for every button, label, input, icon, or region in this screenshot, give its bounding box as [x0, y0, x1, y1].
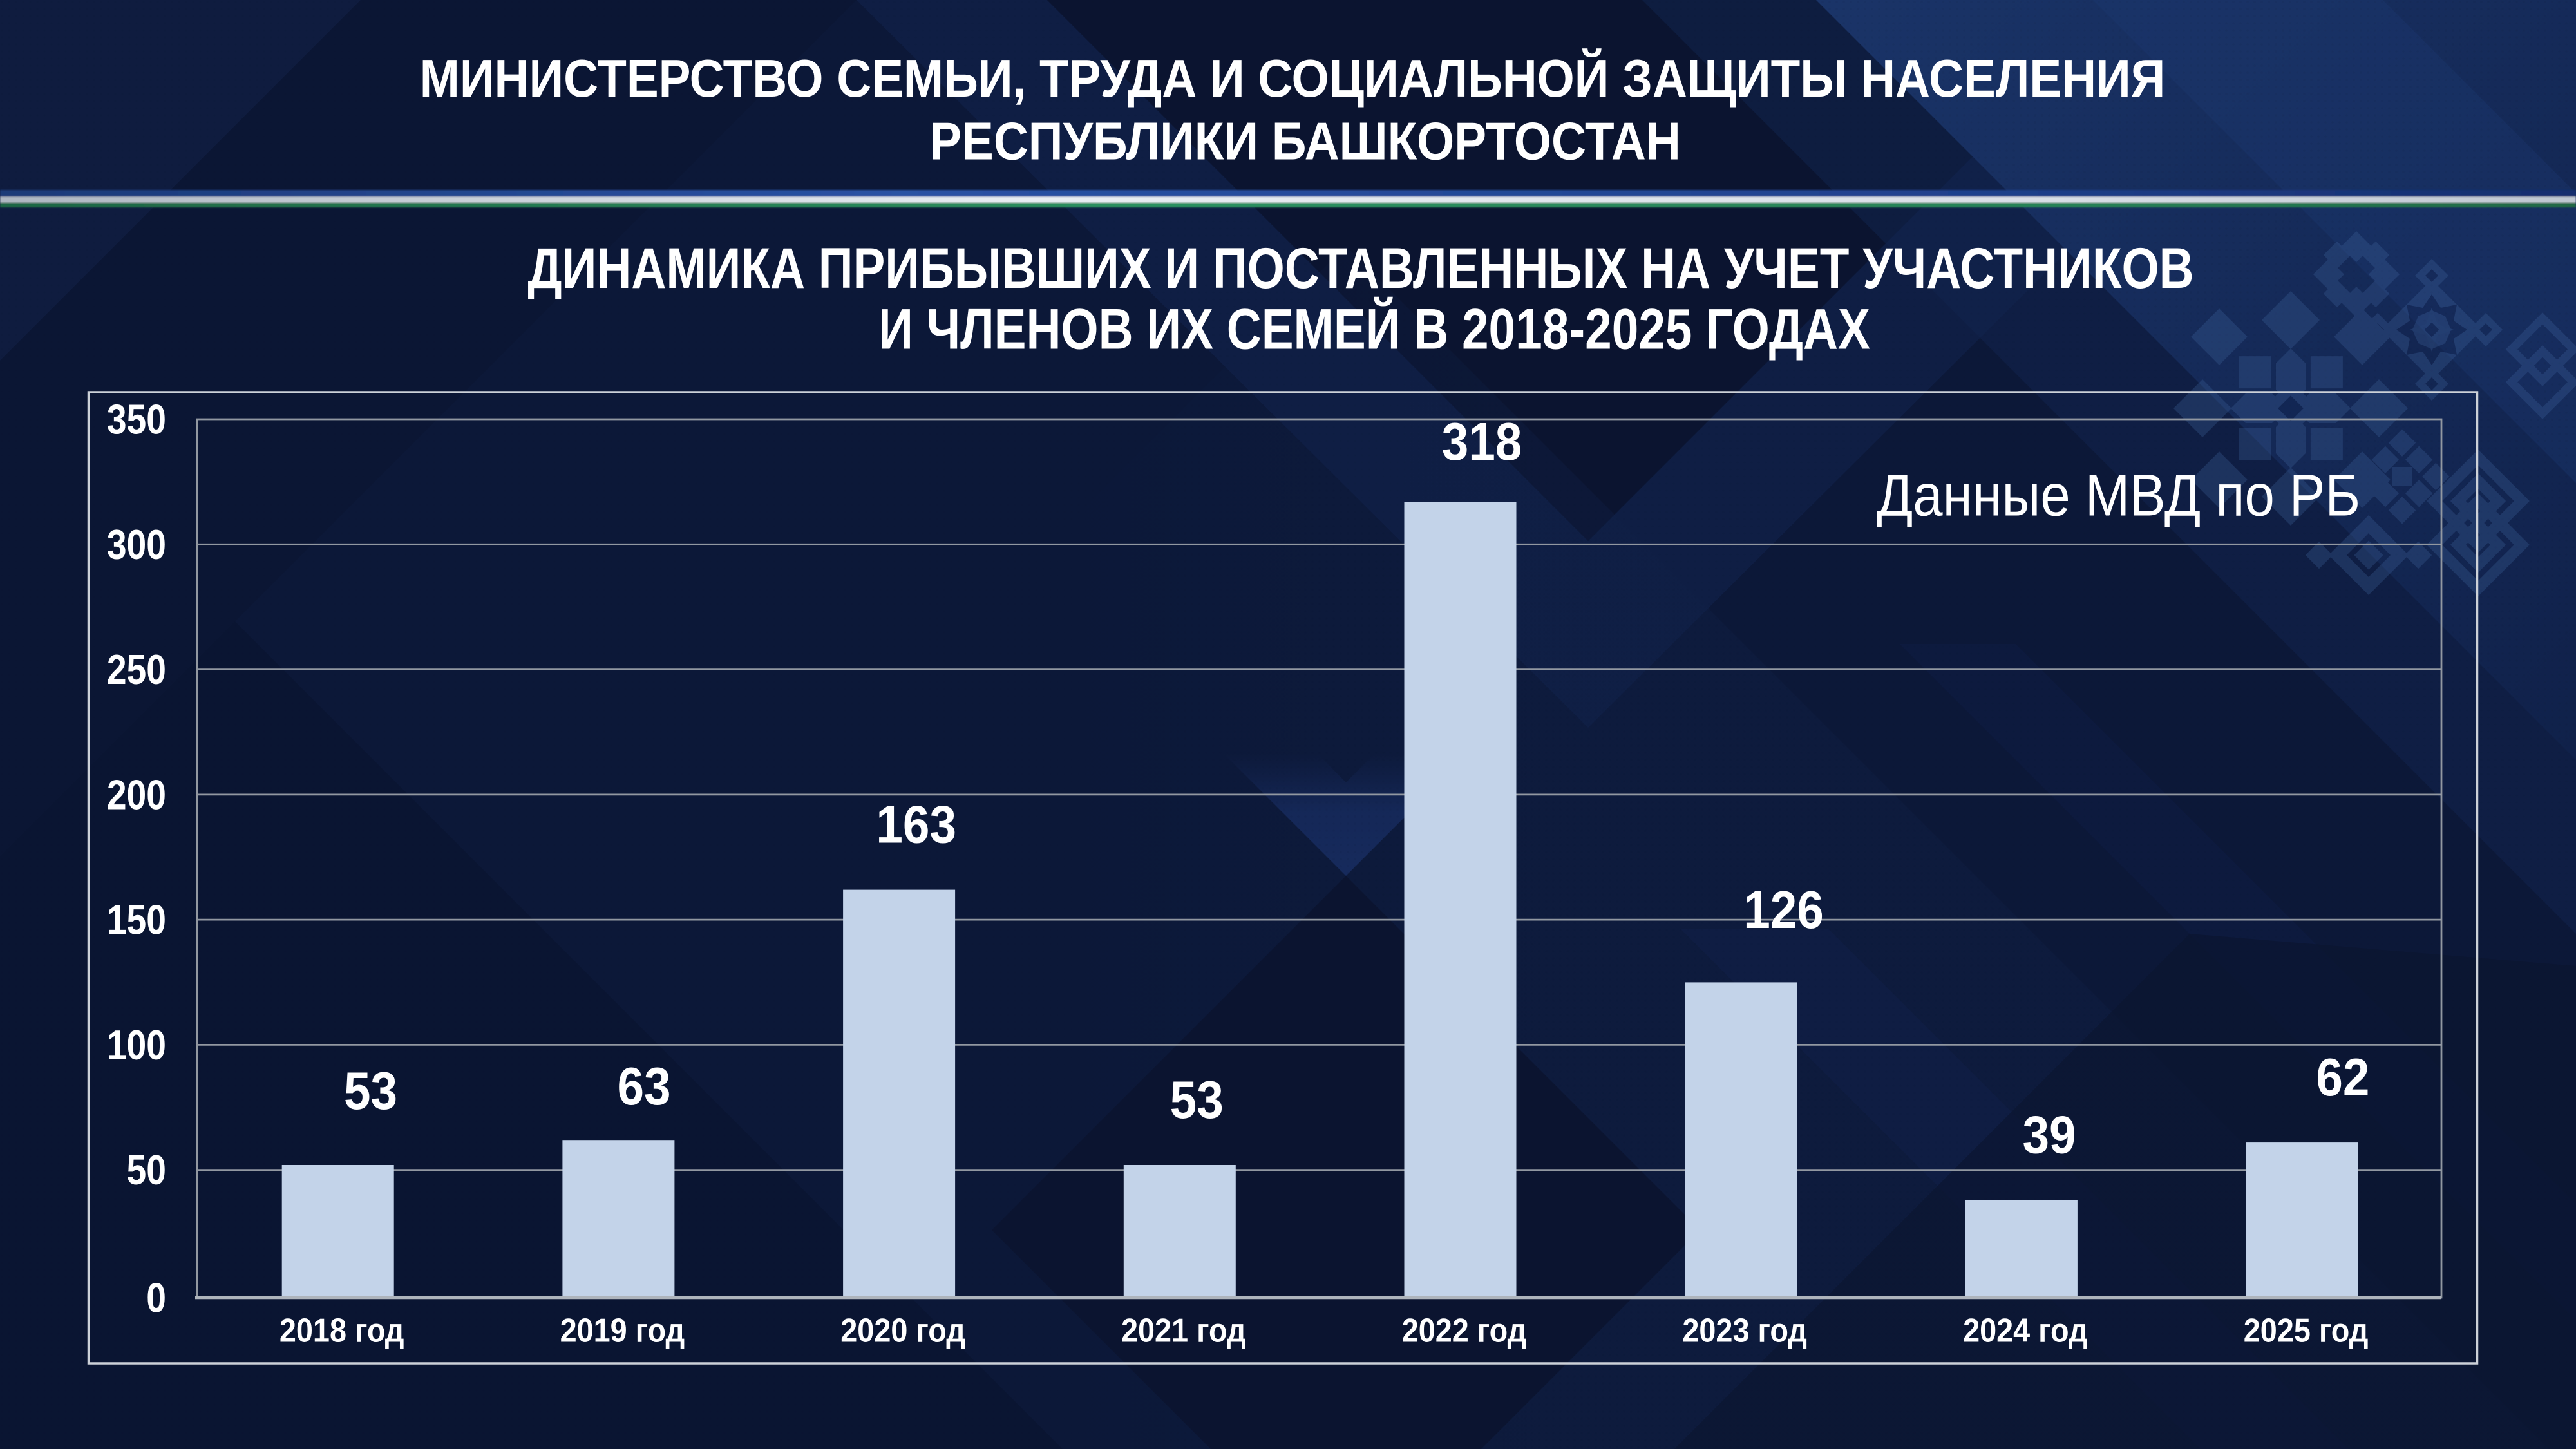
- svg-text:И ЧЛЕНОВ ИХ СЕМЕЙ В 2018-2025: И ЧЛЕНОВ ИХ СЕМЕЙ В 2018-2025 ГОДАХ: [878, 297, 1870, 361]
- svg-text:2018 год: 2018 год: [279, 1312, 404, 1349]
- svg-text:2022 год: 2022 год: [1402, 1312, 1527, 1349]
- svg-text:РЕСПУБЛИКИ БАШКОРТОСТАН: РЕСПУБЛИКИ БАШКОРТОСТАН: [929, 111, 1681, 171]
- svg-text:53: 53: [344, 1061, 397, 1121]
- svg-text:2020 год: 2020 год: [840, 1312, 965, 1349]
- svg-text:53: 53: [1170, 1070, 1224, 1130]
- svg-text:126: 126: [1743, 880, 1824, 940]
- svg-text:0: 0: [146, 1274, 166, 1321]
- svg-text:39: 39: [2022, 1105, 2076, 1165]
- svg-text:350: 350: [107, 395, 166, 442]
- svg-text:ДИНАМИКА ПРИБЫВШИХ И ПОСТАВЛЕН: ДИНАМИКА ПРИБЫВШИХ И ПОСТАВЛЕННЫХ НА УЧЕ…: [527, 237, 2193, 300]
- svg-text:2025 год: 2025 год: [2244, 1312, 2369, 1349]
- svg-text:62: 62: [2316, 1047, 2369, 1107]
- svg-text:200: 200: [107, 771, 166, 818]
- svg-text:2019 год: 2019 год: [560, 1312, 685, 1349]
- svg-text:Данные МВД по РБ: Данные МВД по РБ: [1877, 462, 2360, 529]
- svg-text:МИНИСТЕРСТВО СЕМЬИ, ТРУДА И СО: МИНИСТЕРСТВО СЕМЬИ, ТРУДА И СОЦИАЛЬНОЙ З…: [420, 47, 2166, 108]
- svg-text:63: 63: [617, 1056, 670, 1116]
- svg-text:50: 50: [127, 1146, 166, 1193]
- svg-text:300: 300: [107, 521, 166, 568]
- svg-text:2023 год: 2023 год: [1682, 1312, 1807, 1349]
- svg-text:250: 250: [107, 646, 166, 693]
- svg-text:163: 163: [876, 795, 956, 855]
- svg-text:2021 год: 2021 год: [1121, 1312, 1246, 1349]
- svg-text:2024 год: 2024 год: [1963, 1312, 2088, 1349]
- svg-text:150: 150: [107, 896, 166, 943]
- svg-text:100: 100: [107, 1021, 166, 1068]
- svg-text:318: 318: [1442, 412, 1522, 471]
